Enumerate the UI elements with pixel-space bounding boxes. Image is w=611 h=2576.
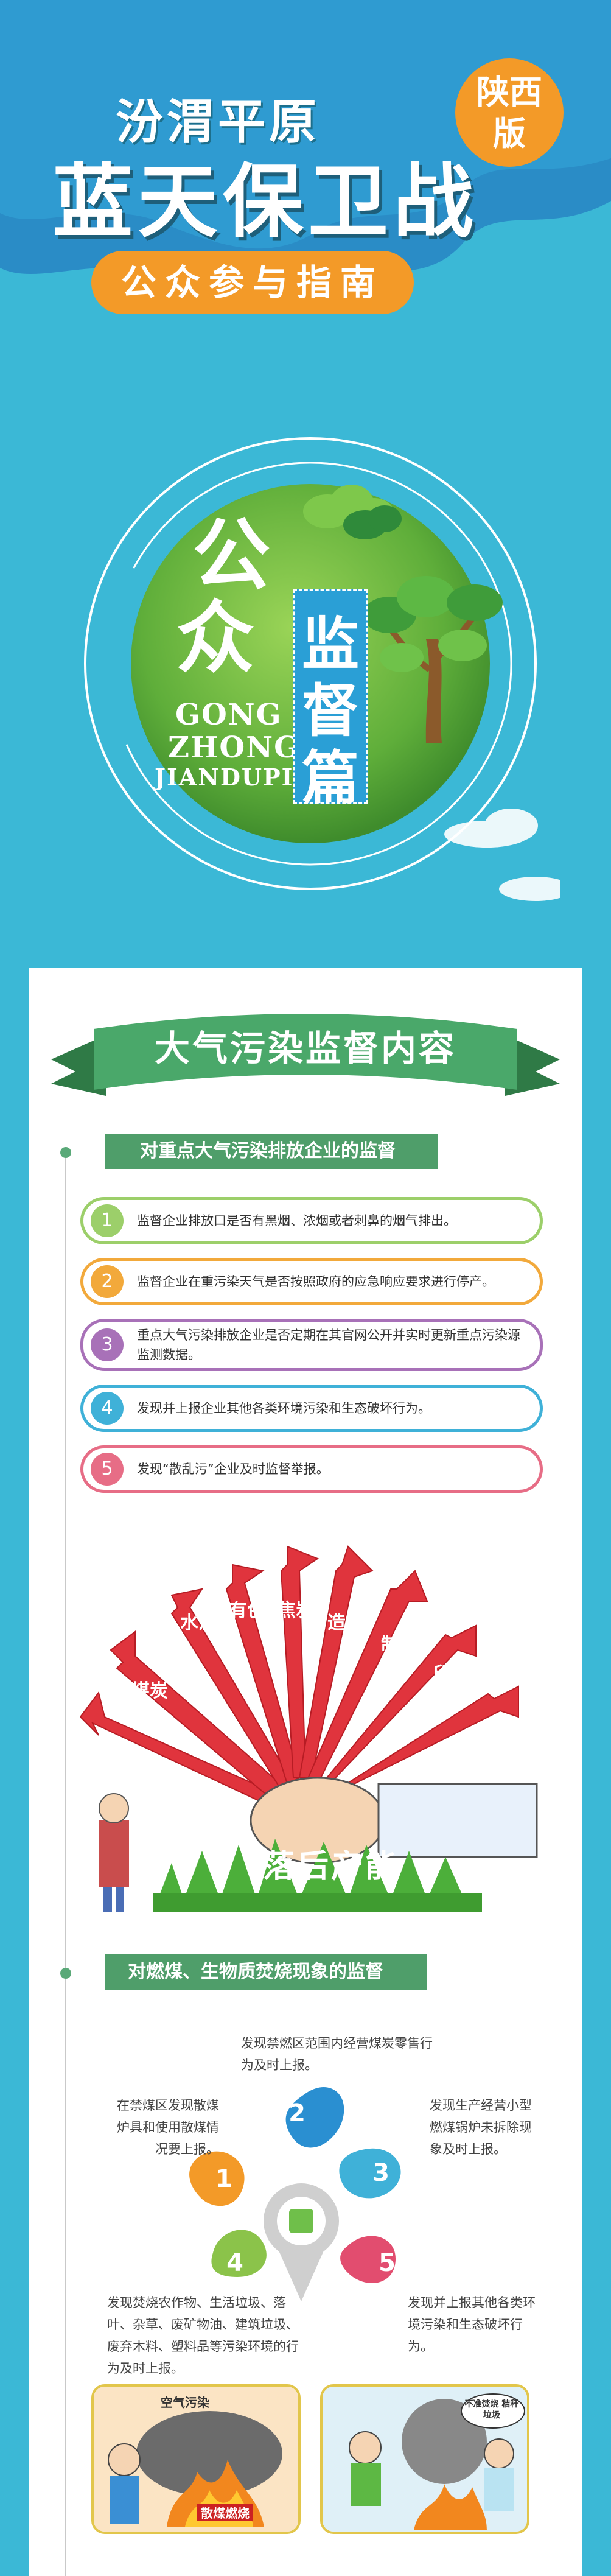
item-text: 监督企业排放口是否有黑烟、浓烟或者刺鼻的烟气排出。 — [137, 1213, 456, 1228]
chapter-box — [293, 589, 368, 804]
arrow-label: 焦炭 — [278, 1600, 314, 1621]
item-number: 1 — [91, 1204, 124, 1237]
header-subtitle: 汾渭平原 — [116, 94, 321, 150]
guide-label: 公众参与指南 — [120, 262, 384, 303]
timeline-dot — [60, 1968, 71, 1979]
arrow-label: 钢铁 — [147, 1649, 184, 1670]
petal-number: 5 — [379, 2249, 396, 2277]
cartoon-left-bottom-label: 散煤燃烧 — [197, 2504, 253, 2521]
section2-tab — [105, 1954, 427, 1990]
list-item: 5 发现“散乱污”企业及时监督举报。 — [80, 1445, 543, 1493]
item-number: 4 — [91, 1392, 124, 1425]
arrow-label: 煤炭 — [131, 1680, 168, 1702]
hero-pinyin-2: ZHONG — [168, 731, 301, 765]
list-item: 4 发现并上报企业其他各类环境污染和生态破坏行为。 — [80, 1385, 543, 1432]
item-text: 发现并上报企业其他各类环境污染和生态破坏行为。 — [137, 1401, 431, 1416]
cartoon-right: 不准焚烧 秸秆垃圾 — [320, 2384, 529, 2534]
item-text: 重点大气污染排放企业是否定期在其官网公开并实时更新重点污染源监测数据。 — [137, 1328, 520, 1362]
hero-char-2: 众 — [176, 593, 255, 684]
version-label: 陕西版 — [477, 73, 542, 153]
item-number: 3 — [91, 1328, 124, 1361]
cartoon-right-drawing — [323, 2387, 527, 2532]
item-text: 发现“散乱污”企业及时监督举报。 — [137, 1462, 329, 1476]
desc-1: 在禁煤区发现散煤炉具和使用散煤情况要上报。 — [117, 2098, 219, 2157]
item-text: 监督企业在重污染天气是否按照政府的应急响应要求进行停产。 — [137, 1274, 495, 1289]
version-badge — [455, 58, 564, 167]
ribbon — [51, 1014, 560, 1096]
item-number: 5 — [91, 1453, 124, 1486]
petal-number: 4 — [226, 2249, 243, 2277]
arrow-label: 造纸 — [327, 1612, 364, 1634]
petal-number: 3 — [372, 2159, 389, 2187]
outdated-capacity-illustration — [80, 1534, 543, 1912]
list-item: 3 重点大气污染排放企业是否定期在其官网公开并实时更新重点污染源监测数据。 — [80, 1319, 543, 1371]
list-item: 2 监督企业在重污染天气是否按照政府的应急响应要求进行停产。 — [80, 1258, 543, 1305]
arrow-label: 水泥 — [180, 1612, 217, 1634]
section1-tab — [105, 1134, 438, 1169]
timeline-line — [65, 1148, 66, 2576]
list-item: 1 监督企业排放口是否有黑烟、浓烟或者刺鼻的烟气排出。 — [80, 1197, 543, 1244]
header-title: 蓝天保卫战 — [52, 155, 478, 249]
hero-pinyin-1: GONG — [175, 698, 282, 732]
arrow-label: 制革 — [381, 1634, 417, 1655]
section2-title: 对燃煤、生物质焚烧现象的监督 — [128, 1961, 383, 1982]
cartoon-left-top-label: 空气污染 — [161, 2395, 209, 2410]
cartoon-left-drawing — [94, 2387, 298, 2532]
arrow-label: 印染 — [433, 1663, 470, 1685]
section1-title: 对重点大气污染排放企业的监督 — [140, 1140, 396, 1162]
desc-4: 发现焚烧农作物、生活垃圾、落叶、杂草、废矿物油、建筑垃圾、废弃木料、塑料品等污染… — [107, 2295, 299, 2376]
chapter-char-1: 监 — [301, 611, 359, 678]
petal-number: 2 — [288, 2099, 306, 2127]
chapter-char-3: 篇 — [301, 745, 359, 812]
timeline-dot — [60, 1147, 71, 1158]
petal-diagram — [189, 2087, 401, 2301]
hero-char-1: 公 — [192, 510, 271, 601]
cartoon-right-bubble: 不准焚烧 秸秆垃圾 — [464, 2399, 519, 2420]
desc-3: 发现生产经营小型燃煤锅炉未拆除现象及时上报。 — [430, 2098, 532, 2157]
cartoon-left: 空气污染 散煤燃烧 — [91, 2384, 301, 2534]
illustration-caption: 落后产能 — [263, 1848, 400, 1885]
tree-icon — [363, 576, 503, 743]
desc-5: 发现并上报其他各类环境污染和生态破坏行为。 — [408, 2295, 536, 2354]
guide-pill — [91, 251, 414, 314]
desc-2: 发现禁燃区范围内经营煤炭零售行为及时上报。 — [241, 2036, 433, 2072]
arrow-label: 电力 — [120, 1704, 157, 1725]
petal-number: 1 — [215, 2165, 232, 2193]
chapter-char-2: 督 — [301, 678, 359, 745]
item-number: 2 — [91, 1265, 124, 1298]
ribbon-title: 大气污染监督内容 — [154, 1028, 456, 1069]
arrow-label: 有色 — [229, 1600, 265, 1621]
